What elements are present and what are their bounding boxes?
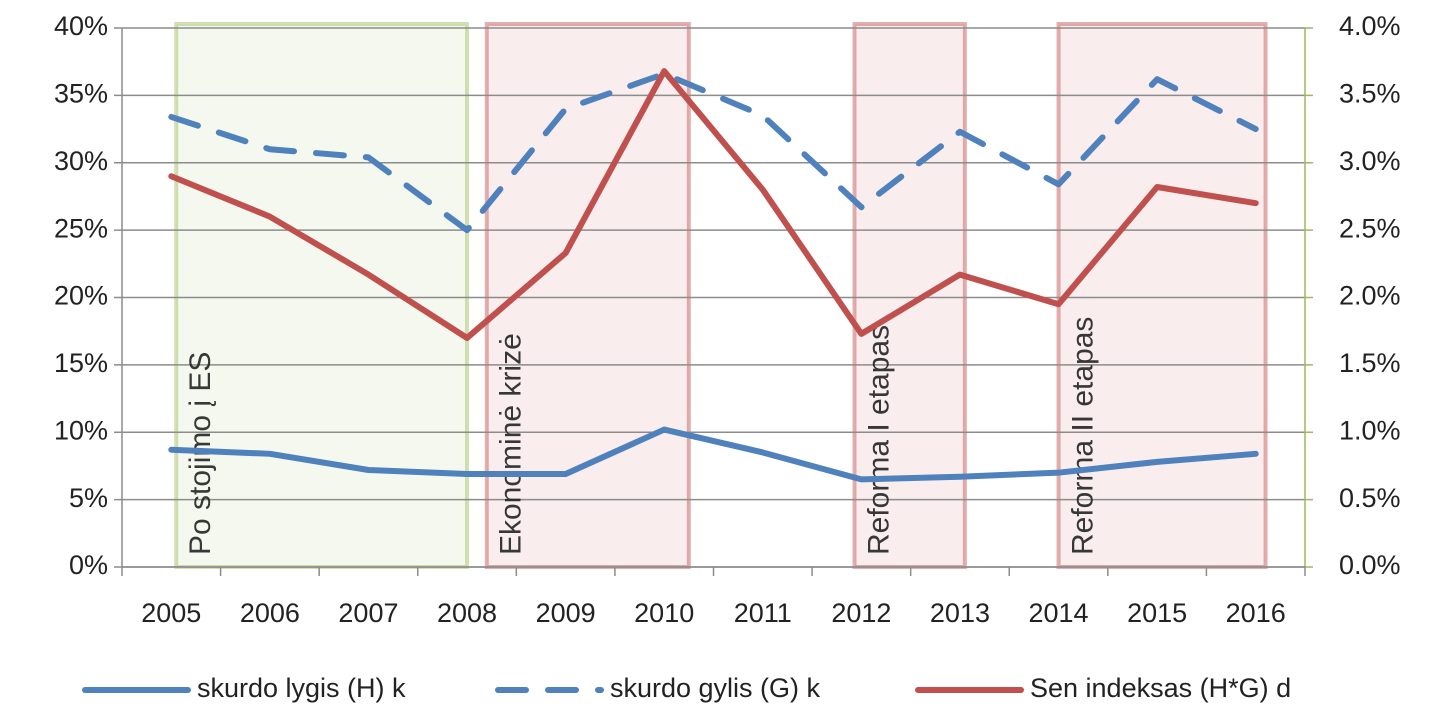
y2-tick-label: 3.5%	[1339, 79, 1401, 109]
y-tick-label: 5%	[69, 483, 108, 513]
y-tick-label: 10%	[54, 415, 108, 445]
x-tick-label: 2008	[437, 598, 497, 628]
y-tick-label: 40%	[54, 11, 108, 41]
y2-tick-label: 0.0%	[1339, 550, 1401, 580]
legend-label: skurdo lygis (H) k	[197, 673, 406, 703]
x-tick-label: 2005	[141, 598, 201, 628]
annotation-box	[1056, 22, 1268, 569]
x-tick-label: 2010	[634, 598, 694, 628]
y-tick-label: 30%	[54, 146, 108, 176]
y2-tick-label: 2.0%	[1339, 281, 1401, 311]
y-tick-label: 35%	[54, 79, 108, 109]
x-tick-label: 2015	[1127, 598, 1187, 628]
series-line	[168, 68, 1259, 341]
x-tick-label: 2007	[338, 598, 398, 628]
y-tick-label: 0%	[69, 550, 108, 580]
x-tick-label: 2012	[831, 598, 891, 628]
x-tick-label: 2009	[536, 598, 596, 628]
y2-tick-label: 1.5%	[1339, 348, 1401, 378]
x-tick-label: 2006	[240, 598, 300, 628]
series-line	[168, 426, 1259, 483]
x-tick-label: 2013	[930, 598, 990, 628]
y2-tick-label: 2.5%	[1339, 213, 1401, 243]
x-tick-label: 2011	[734, 598, 792, 628]
x-tick-label: 2016	[1226, 598, 1286, 628]
y-tick-label: 25%	[54, 213, 108, 243]
legend-label: Sen indeksas (H*G) d	[1030, 673, 1291, 703]
annotation-text: Ekonominė krizė	[495, 333, 528, 555]
y2-tick-label: 3.0%	[1339, 146, 1401, 176]
x-tick-label: 2014	[1029, 598, 1089, 628]
annotation-box	[174, 22, 470, 569]
y-tick-label: 20%	[54, 281, 108, 311]
annotation-text: Reforma II etapas	[1066, 317, 1099, 555]
annotation-text: Reforma I etapas	[862, 325, 895, 555]
y-tick-label: 15%	[54, 348, 108, 378]
y2-tick-label: 0.5%	[1339, 483, 1401, 513]
y2-tick-label: 1.0%	[1339, 415, 1401, 445]
legend-label: skurdo gylis (G) k	[610, 673, 821, 703]
y2-tick-label: 4.0%	[1339, 11, 1401, 41]
